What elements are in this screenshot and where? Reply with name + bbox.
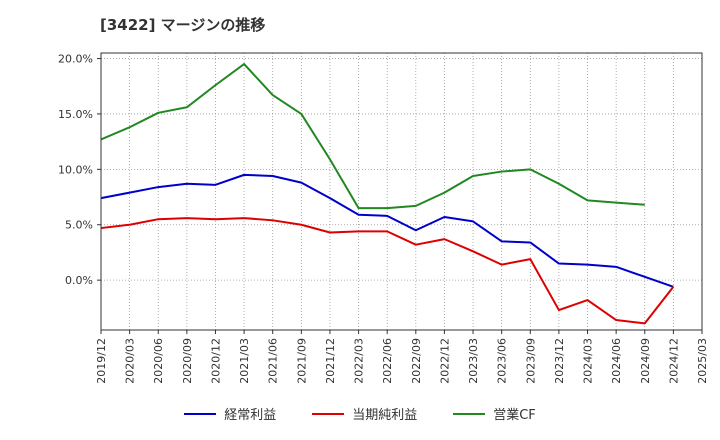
x-tick-label: 2024/12 — [667, 338, 680, 384]
legend-label: 当期純利益 — [352, 408, 418, 423]
chart-title: [3422] マージンの推移 — [100, 16, 266, 34]
x-tick-label: 2022/06 — [381, 338, 394, 384]
series-lines — [100, 63, 675, 325]
x-tick-label: 2020/03 — [124, 338, 137, 384]
x-tick-label: 2022/12 — [438, 338, 451, 384]
y-tick-label: 5.0% — [65, 219, 93, 232]
legend-swatch — [312, 412, 345, 415]
legend-swatch — [453, 412, 486, 415]
x-tick-label: 2024/09 — [639, 338, 652, 384]
x-tick-label: 2021/03 — [238, 338, 251, 384]
legend-item: 当期純利益 — [312, 404, 417, 423]
series-line-1 — [100, 173, 674, 288]
x-tick-label: 2023/06 — [496, 338, 509, 384]
x-tick-label: 2023/03 — [467, 338, 480, 384]
axes: 20.0% 15.0% 10.0% 5.0% 0.0% 2019/12 2020/03 202… — [58, 52, 709, 384]
x-tick-label: 2023/09 — [524, 338, 537, 384]
x-tick-label: 2021/12 — [324, 338, 337, 384]
series-line-3 — [100, 63, 645, 210]
x-tick-label: 2024/03 — [582, 338, 595, 384]
series-line-2 — [100, 217, 675, 325]
y-tick-label: 15.0% — [58, 108, 93, 121]
legend-item: 営業CF — [453, 404, 536, 423]
legend: 経常利益 当期純利益 営業CF — [0, 404, 720, 423]
y-tick-label: 20.0% — [58, 53, 93, 66]
plot-frame — [100, 52, 703, 331]
x-tick-label: 2019/12 — [95, 338, 108, 384]
legend-label: 営業CF — [493, 408, 536, 423]
legend-swatch — [184, 412, 217, 415]
x-tick-label: 2020/06 — [152, 338, 165, 384]
x-tick-label: 2020/12 — [209, 338, 222, 384]
grid — [101, 53, 702, 330]
x-tick-label: 2023/12 — [553, 338, 566, 384]
y-tick-label: 10.0% — [58, 163, 93, 176]
x-tick-label: 2021/06 — [267, 338, 280, 384]
x-tick-label: 2025/03 — [696, 338, 709, 384]
x-tick-label: 2024/06 — [610, 338, 623, 384]
x-tick-label: 2020/09 — [181, 338, 194, 384]
x-tick-label: 2022/09 — [410, 338, 423, 384]
legend-label: 経常利益 — [224, 408, 277, 423]
y-tick-label: 0.0% — [65, 274, 93, 287]
legend-item: 経常利益 — [184, 404, 276, 423]
x-tick-label: 2022/03 — [353, 338, 366, 384]
x-tick-label: 2021/09 — [295, 338, 308, 384]
